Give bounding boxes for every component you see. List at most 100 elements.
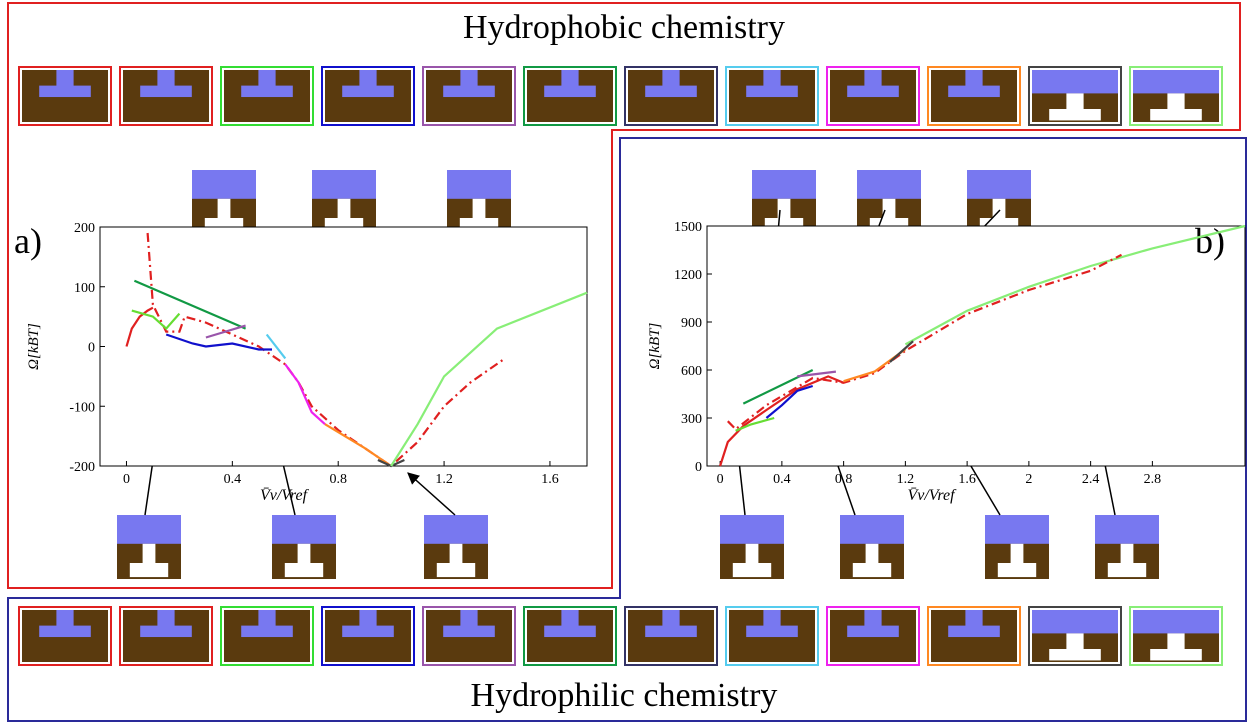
data-line bbox=[390, 291, 588, 467]
thumb-border bbox=[1129, 66, 1223, 126]
thumbnail bbox=[927, 66, 1021, 126]
y-tick-label: 0 bbox=[695, 460, 702, 475]
hydrophobic-frame bbox=[7, 2, 1241, 589]
pore-neck bbox=[777, 198, 791, 222]
pore-neck bbox=[217, 198, 231, 222]
thumbnail bbox=[1028, 606, 1122, 666]
pore-body bbox=[436, 563, 476, 578]
y-tick-label: 600 bbox=[681, 364, 702, 379]
data-line bbox=[131, 309, 181, 331]
thumbnail bbox=[422, 606, 516, 666]
thumbnail bbox=[1129, 606, 1223, 666]
pore-body bbox=[39, 625, 91, 638]
y-tick-label: 200 bbox=[74, 221, 95, 236]
pore-neck bbox=[472, 198, 486, 222]
thumb-border bbox=[119, 66, 213, 126]
plot-area bbox=[99, 226, 588, 467]
pore-body bbox=[443, 625, 495, 638]
thumbnail bbox=[985, 515, 1049, 579]
thumb-border bbox=[927, 606, 1021, 666]
thumbnail bbox=[624, 606, 718, 666]
data-line bbox=[125, 306, 154, 347]
data-line bbox=[727, 253, 1123, 431]
liquid bbox=[985, 515, 1049, 544]
thumb-border bbox=[18, 66, 112, 126]
pore-neck bbox=[965, 610, 983, 629]
pore-neck bbox=[1120, 543, 1134, 567]
thumbnail bbox=[220, 606, 314, 666]
y-tick-label: -100 bbox=[69, 400, 95, 415]
x-tick-label: 0.8 bbox=[329, 472, 347, 487]
chart: 0 300 600 900 1200 1500 0 0.4 0.8 1.2 1.6 2 2.4 2.8 V̄… bbox=[647, 220, 1246, 504]
thumbnail bbox=[725, 606, 819, 666]
thumbnail bbox=[826, 606, 920, 666]
pore-neck bbox=[865, 543, 879, 567]
liquid bbox=[967, 170, 1031, 199]
x-tick-label: 0 bbox=[717, 472, 724, 487]
pore-body bbox=[342, 625, 394, 638]
pore-body bbox=[746, 625, 798, 638]
pore-body bbox=[39, 85, 91, 98]
x-tick-label: 0.8 bbox=[835, 472, 853, 487]
pore-body bbox=[544, 85, 596, 98]
thumb-border bbox=[321, 606, 415, 666]
thumb-border bbox=[1028, 66, 1122, 126]
pore-body bbox=[1049, 649, 1101, 661]
thumbnail bbox=[312, 170, 376, 234]
thumb-border bbox=[422, 606, 516, 666]
pore-neck bbox=[1167, 93, 1185, 112]
pore-neck bbox=[561, 610, 579, 629]
pore-neck bbox=[662, 70, 680, 89]
pore-body bbox=[645, 625, 697, 638]
liquid bbox=[1133, 70, 1219, 94]
x-tick-label: 1.6 bbox=[541, 472, 559, 487]
pore-body bbox=[645, 85, 697, 98]
liquid bbox=[192, 170, 256, 199]
thumbnail bbox=[422, 66, 516, 126]
pore-neck bbox=[258, 70, 276, 89]
bottom-title: Hydrophilic chemistry bbox=[471, 677, 778, 714]
pore-body bbox=[852, 563, 892, 578]
liquid bbox=[272, 515, 336, 544]
pore-neck bbox=[258, 610, 276, 629]
thumbnails bbox=[18, 66, 1223, 666]
thumb-border bbox=[18, 606, 112, 666]
thumb-border bbox=[624, 66, 718, 126]
y-tick-label: 0 bbox=[88, 341, 95, 356]
thumb-border bbox=[220, 606, 314, 666]
y-axis-label: Ω[kBT] bbox=[26, 323, 42, 370]
thumbnail bbox=[119, 606, 213, 666]
thumb-border bbox=[927, 66, 1021, 126]
liquid bbox=[447, 170, 511, 199]
pore-body bbox=[1150, 109, 1202, 121]
chart: -200 -100 0 100 200 0 0.4 0.8 1.2 1.6 V̄v/Vref Ω[kB… bbox=[14, 221, 588, 504]
pore-body bbox=[997, 563, 1037, 578]
thumb-border bbox=[1129, 606, 1223, 666]
pore-body bbox=[1150, 649, 1202, 661]
pore-neck bbox=[1066, 93, 1084, 112]
pore-neck bbox=[359, 70, 377, 89]
x-tick-label: 0 bbox=[123, 472, 130, 487]
x-axis-label: V̄v/Vref bbox=[260, 487, 310, 504]
pore-neck bbox=[763, 70, 781, 89]
pore-body bbox=[284, 563, 324, 578]
thumbnail bbox=[272, 515, 336, 579]
pore-neck bbox=[297, 543, 311, 567]
pore-body bbox=[948, 625, 1000, 638]
pore-neck bbox=[142, 543, 156, 567]
liquid bbox=[752, 170, 816, 199]
thumbnail bbox=[192, 170, 256, 234]
data-line bbox=[284, 363, 326, 426]
x-tick-label: 0.4 bbox=[773, 472, 791, 487]
data-line bbox=[205, 324, 246, 339]
thumbnail bbox=[523, 606, 617, 666]
y-tick-label: -200 bbox=[69, 460, 95, 475]
liquid bbox=[1032, 610, 1118, 634]
thumb-border bbox=[321, 66, 415, 126]
liquid bbox=[1133, 610, 1219, 634]
pore-neck bbox=[745, 543, 759, 567]
thumb-border bbox=[826, 606, 920, 666]
thumbnail bbox=[826, 66, 920, 126]
panel-label: a) bbox=[14, 221, 42, 261]
